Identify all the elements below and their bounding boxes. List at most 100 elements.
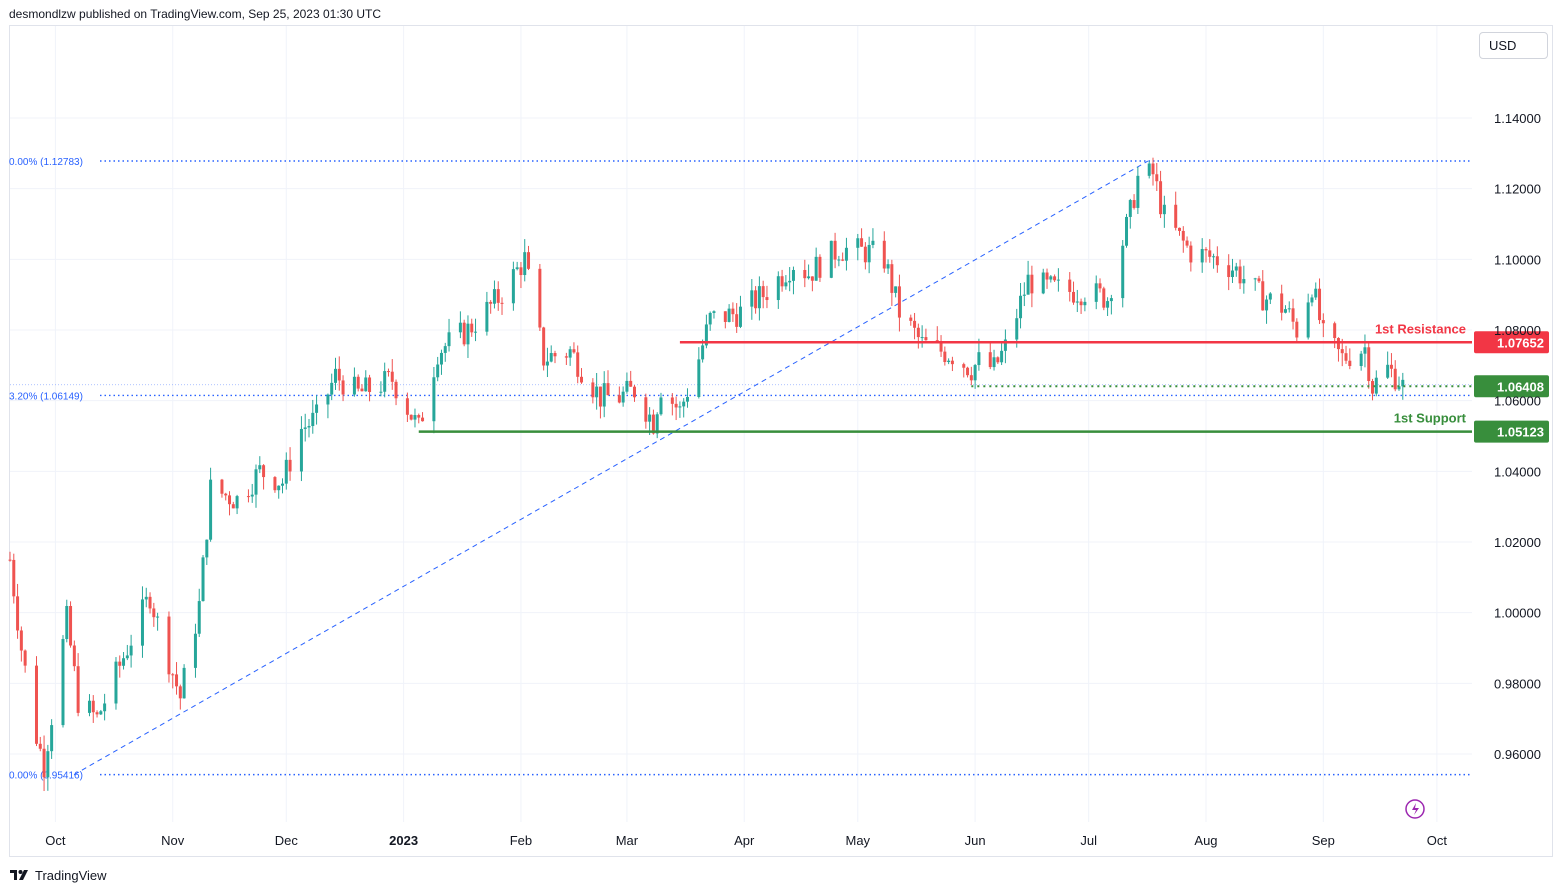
candle-body <box>1185 240 1189 246</box>
candle-body <box>167 616 171 675</box>
candle-body <box>277 485 281 491</box>
candle-body <box>19 630 23 651</box>
candle-body <box>844 247 848 261</box>
candle-body <box>727 308 731 322</box>
candle-body <box>765 297 769 301</box>
candle-body <box>50 725 54 752</box>
candle-body <box>87 700 91 713</box>
price-tick-label: 1.06000 <box>1494 394 1541 409</box>
candle-body <box>814 256 818 281</box>
candle-body <box>1295 321 1299 338</box>
candle-body <box>1321 320 1325 324</box>
candle-body <box>1261 281 1265 311</box>
candle-body <box>1208 250 1212 257</box>
currency-selector[interactable]: USD <box>1479 32 1548 59</box>
candle-body <box>235 496 239 509</box>
time-tick-label: Feb <box>510 833 532 848</box>
candle-body <box>356 376 360 389</box>
price-label: 1.06408 <box>1497 379 1544 394</box>
candle-body <box>315 404 319 413</box>
candle-body <box>621 391 625 403</box>
candle-body <box>99 711 103 715</box>
price-label-box[interactable] <box>1474 375 1549 398</box>
time-tick-label: May <box>846 833 871 848</box>
candle-body <box>1125 216 1129 246</box>
candle-body <box>1227 265 1231 278</box>
candle-body <box>1109 298 1113 302</box>
candle-body <box>462 322 466 345</box>
candle-body <box>299 428 303 472</box>
candle-body <box>144 596 148 600</box>
price-tick-label: 1.02000 <box>1494 535 1541 550</box>
candle-body <box>383 371 387 392</box>
horizontal-levels[interactable]: 1.07652 1.05123 1.06408 1st Resistance 1st S… <box>418 321 1549 443</box>
price-tick-label: 0.98000 <box>1494 676 1541 691</box>
candle-body <box>182 667 186 699</box>
candle-body <box>42 748 46 778</box>
candle-body <box>417 415 421 418</box>
candle-body <box>992 357 996 368</box>
candle-body <box>496 289 500 303</box>
candle-body <box>977 352 981 366</box>
candle-body <box>629 380 633 387</box>
candle-body <box>1136 175 1140 208</box>
candle-body <box>95 712 99 715</box>
candle-body <box>1132 200 1136 208</box>
candle-body <box>648 414 652 422</box>
price-label: 1.07652 <box>1497 335 1544 350</box>
candle-body <box>1159 181 1163 215</box>
candle-body <box>337 368 341 381</box>
candle-body <box>1121 245 1125 299</box>
candle-body <box>72 645 76 667</box>
candle-body <box>1045 272 1049 280</box>
candle-body <box>209 479 213 540</box>
time-tick-label: Apr <box>734 833 755 848</box>
candle-body <box>1030 274 1034 294</box>
candle-body <box>527 252 531 269</box>
trendline[interactable] <box>73 160 1149 776</box>
price-tick-label: 1.10000 <box>1494 252 1541 267</box>
price-tick-label: 0.96000 <box>1494 747 1541 762</box>
candle-body <box>920 337 924 339</box>
candle-body <box>1287 308 1291 310</box>
time-axis[interactable]: Oct Nov Dec 2023 Feb Mar Apr May Jun Jul Aug Sep Oct <box>45 833 1447 848</box>
candle-body <box>784 282 788 287</box>
candle-body <box>288 459 292 472</box>
candle-body <box>602 383 606 407</box>
candle-body <box>1306 302 1310 338</box>
candle-body <box>1098 283 1102 289</box>
fib-trendline[interactable] <box>73 160 1149 776</box>
candle-body <box>538 268 542 328</box>
candle-body <box>837 259 841 261</box>
candle-body <box>69 606 73 646</box>
replay-icon[interactable] <box>1405 799 1425 819</box>
candle-body <box>1177 227 1181 231</box>
fibonacci-retracement[interactable]: 0.00% (1.12783) 3.20% (1.06149) 0.00% (0.9… <box>9 157 1472 782</box>
candle-body <box>1049 276 1053 280</box>
candle-body <box>947 360 951 363</box>
candle-body <box>935 340 939 342</box>
candle-body <box>330 382 334 395</box>
price-label-box[interactable] <box>1474 331 1549 354</box>
candle-body <box>867 244 871 263</box>
candle-body <box>788 280 792 283</box>
candle-body <box>894 286 898 293</box>
candle-body <box>625 380 629 392</box>
time-tick-label: Sep <box>1312 833 1335 848</box>
candle-body <box>735 314 739 327</box>
candle-body <box>220 479 224 494</box>
candle-body <box>466 323 470 345</box>
candle-body <box>738 306 742 327</box>
candle-body <box>262 465 266 478</box>
price-axis[interactable]: 0.96000 0.98000 1.00000 1.02000 1.04000 1.060… <box>1494 111 1541 762</box>
candle-body <box>924 337 928 341</box>
candle-body <box>258 465 262 470</box>
grid <box>10 26 1472 822</box>
candle-body <box>65 606 69 640</box>
candle-body <box>553 353 557 357</box>
candle-body <box>1371 381 1375 394</box>
candle-body <box>829 240 833 278</box>
candle-body <box>16 596 20 631</box>
price-label-box[interactable] <box>1474 420 1549 443</box>
